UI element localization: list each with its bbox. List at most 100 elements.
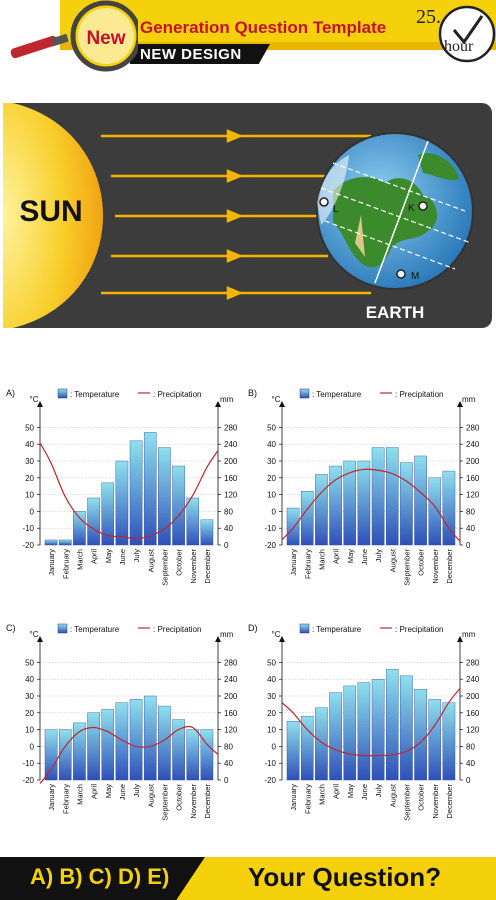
temperature-bar bbox=[343, 685, 357, 781]
legend-precipitation-label: : Precipitation bbox=[395, 390, 443, 399]
y-right-tick-label: 120 bbox=[466, 491, 480, 500]
x-category-label: August bbox=[146, 783, 155, 807]
y-right-tick-label: 0 bbox=[466, 541, 471, 550]
y-right-tick-label: 160 bbox=[224, 709, 238, 718]
y-left-tick-label: 0 bbox=[30, 742, 35, 751]
y-left-tick-label: 50 bbox=[267, 423, 276, 432]
y-left-tick-label: 10 bbox=[267, 491, 276, 500]
clock-unit: hour bbox=[444, 38, 474, 55]
temperature-bar bbox=[200, 519, 214, 546]
y-right-axis-arrow bbox=[215, 401, 221, 407]
page-subtitle: NEW DESIGN bbox=[140, 46, 242, 63]
x-category-label: November bbox=[431, 549, 440, 584]
y-right-tick-label: 200 bbox=[466, 457, 480, 466]
y-right-tick-label: 280 bbox=[224, 423, 238, 432]
temperature-bar bbox=[414, 689, 427, 781]
y-left-tick-label: 30 bbox=[267, 457, 276, 466]
x-category-label: March bbox=[75, 784, 84, 805]
y-left-tick-label: 30 bbox=[25, 692, 34, 701]
temperature-bar bbox=[58, 539, 72, 546]
chart-panel-label: D) bbox=[248, 623, 258, 633]
y-left-tick-label: 40 bbox=[267, 675, 276, 684]
x-category-label: January bbox=[47, 549, 56, 576]
temperature-bar bbox=[357, 460, 371, 546]
y-left-tick-label: 0 bbox=[30, 507, 35, 516]
x-category-label: January bbox=[289, 549, 298, 576]
temperature-bar bbox=[115, 702, 129, 781]
x-category-label: May bbox=[346, 549, 355, 563]
x-category-label: July bbox=[132, 549, 141, 563]
y-left-tick-label: 50 bbox=[25, 658, 34, 667]
y-left-axis-arrow bbox=[279, 636, 285, 642]
x-category-label: December bbox=[445, 549, 454, 584]
y-right-tick-label: 240 bbox=[466, 440, 480, 449]
temperature-bar bbox=[300, 715, 314, 781]
temperature-bar bbox=[87, 712, 100, 781]
y-left-tick-label: -20 bbox=[264, 776, 276, 785]
y-left-tick-label: 20 bbox=[25, 709, 34, 718]
legend-temperature-swatch bbox=[299, 388, 310, 399]
point-m-label: M bbox=[411, 271, 419, 282]
y-left-tick-label: 40 bbox=[25, 440, 34, 449]
y-right-tick-label: 0 bbox=[466, 776, 471, 785]
y-left-axis-arrow bbox=[37, 636, 43, 642]
sun-label: SUN bbox=[19, 195, 82, 228]
temperature-bar bbox=[315, 474, 328, 546]
y-right-axis-arrow bbox=[457, 636, 463, 642]
y-right-tick-label: 200 bbox=[224, 692, 238, 701]
y-left-unit-label: °C bbox=[30, 630, 39, 639]
temperature-bar bbox=[44, 539, 58, 546]
temperature-bar bbox=[58, 729, 72, 781]
y-right-tick-label: 0 bbox=[224, 541, 229, 550]
y-right-tick-label: 240 bbox=[224, 440, 238, 449]
x-category-label: September bbox=[160, 783, 169, 820]
legend-temperature-label: : Temperature bbox=[70, 625, 120, 634]
y-right-axis-arrow bbox=[215, 636, 221, 642]
answer-options: A) B) C) D) E) bbox=[30, 864, 170, 889]
y-right-tick-label: 280 bbox=[466, 423, 480, 432]
answers-band bbox=[0, 857, 205, 900]
temperature-bar bbox=[143, 695, 157, 781]
temperature-bar bbox=[442, 702, 456, 781]
x-category-label: October bbox=[417, 549, 426, 576]
y-left-tick-label: 50 bbox=[267, 658, 276, 667]
sun-shape bbox=[3, 103, 103, 328]
y-right-unit-label: mm bbox=[220, 395, 234, 404]
y-right-tick-label: 80 bbox=[466, 507, 475, 516]
temperature-bar bbox=[286, 507, 300, 546]
magnifier-icon: New bbox=[10, 0, 138, 72]
temperature-bar bbox=[200, 729, 214, 781]
y-right-tick-label: 160 bbox=[466, 709, 480, 718]
climate-chart-a: A) °C mm: Temperature: Precipitation 50 280 4… bbox=[6, 388, 238, 586]
y-left-unit-label: °C bbox=[272, 395, 281, 404]
legend-temperature-label: : Temperature bbox=[312, 625, 362, 634]
temperature-bar bbox=[129, 699, 143, 781]
y-left-tick-label: -20 bbox=[264, 541, 276, 550]
x-category-label: March bbox=[75, 549, 84, 570]
temperature-bar bbox=[428, 699, 442, 781]
temperature-bar bbox=[172, 465, 185, 546]
x-category-label: June bbox=[118, 784, 127, 800]
temperature-bar bbox=[371, 679, 385, 781]
y-left-tick-label: -10 bbox=[22, 759, 34, 768]
y-left-tick-label: -20 bbox=[22, 541, 34, 550]
y-right-tick-label: 280 bbox=[466, 658, 480, 667]
temperature-bar bbox=[329, 465, 342, 546]
temperature-bar bbox=[158, 447, 171, 546]
x-category-label: December bbox=[203, 784, 212, 819]
y-left-tick-label: 20 bbox=[267, 474, 276, 483]
x-category-label: April bbox=[332, 549, 341, 564]
x-category-label: February bbox=[61, 784, 70, 814]
temperature-bar bbox=[172, 719, 185, 781]
y-right-tick-label: 160 bbox=[224, 474, 238, 483]
x-category-label: October bbox=[175, 784, 184, 811]
x-category-label: August bbox=[388, 548, 397, 572]
x-category-label: June bbox=[360, 549, 369, 565]
point-l-label: L bbox=[333, 204, 339, 215]
x-category-label: December bbox=[203, 549, 212, 584]
x-category-label: January bbox=[47, 784, 56, 811]
temperature-bar bbox=[129, 440, 143, 546]
clock-time: 25. bbox=[416, 6, 441, 28]
y-right-tick-label: 40 bbox=[224, 524, 233, 533]
temperature-bar bbox=[357, 682, 371, 781]
